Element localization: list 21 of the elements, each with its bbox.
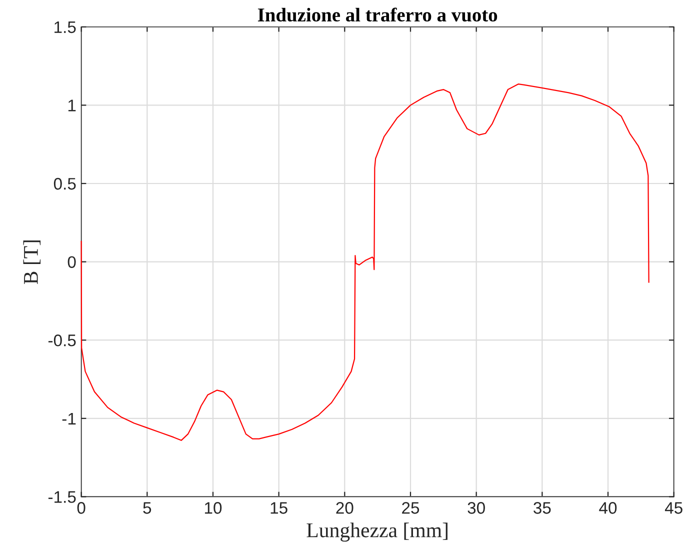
line-series bbox=[80, 83, 650, 441]
chart-title: Induzione al traferro a vuoto bbox=[258, 8, 498, 22]
y-tick-label: -0.5 bbox=[48, 334, 76, 346]
x-tick-label: 40 bbox=[599, 502, 617, 514]
x-tick-label: 30 bbox=[468, 502, 485, 514]
x-tick-label: 10 bbox=[204, 502, 222, 514]
y-tick-label: 0 bbox=[68, 256, 76, 268]
x-tick-label: 25 bbox=[402, 502, 420, 514]
y-tick-label: 1 bbox=[68, 100, 76, 112]
y-tick-label: -1.5 bbox=[48, 491, 76, 503]
x-tick-label: 20 bbox=[336, 502, 354, 514]
x-tick-label: 45 bbox=[664, 502, 682, 514]
y-tick-label: 0.5 bbox=[54, 178, 76, 190]
y-axis-title: B [T] bbox=[23, 240, 41, 284]
x-tick-label: 35 bbox=[534, 502, 551, 514]
y-tick-label: 1.5 bbox=[54, 21, 76, 34]
x-axis-title: Lunghezza [mm] bbox=[306, 522, 448, 542]
y-tick-label: -1 bbox=[62, 412, 76, 424]
x-tick-label: 0 bbox=[77, 502, 86, 514]
x-tick-label: 15 bbox=[270, 502, 288, 514]
x-tick-label: 5 bbox=[143, 502, 152, 514]
